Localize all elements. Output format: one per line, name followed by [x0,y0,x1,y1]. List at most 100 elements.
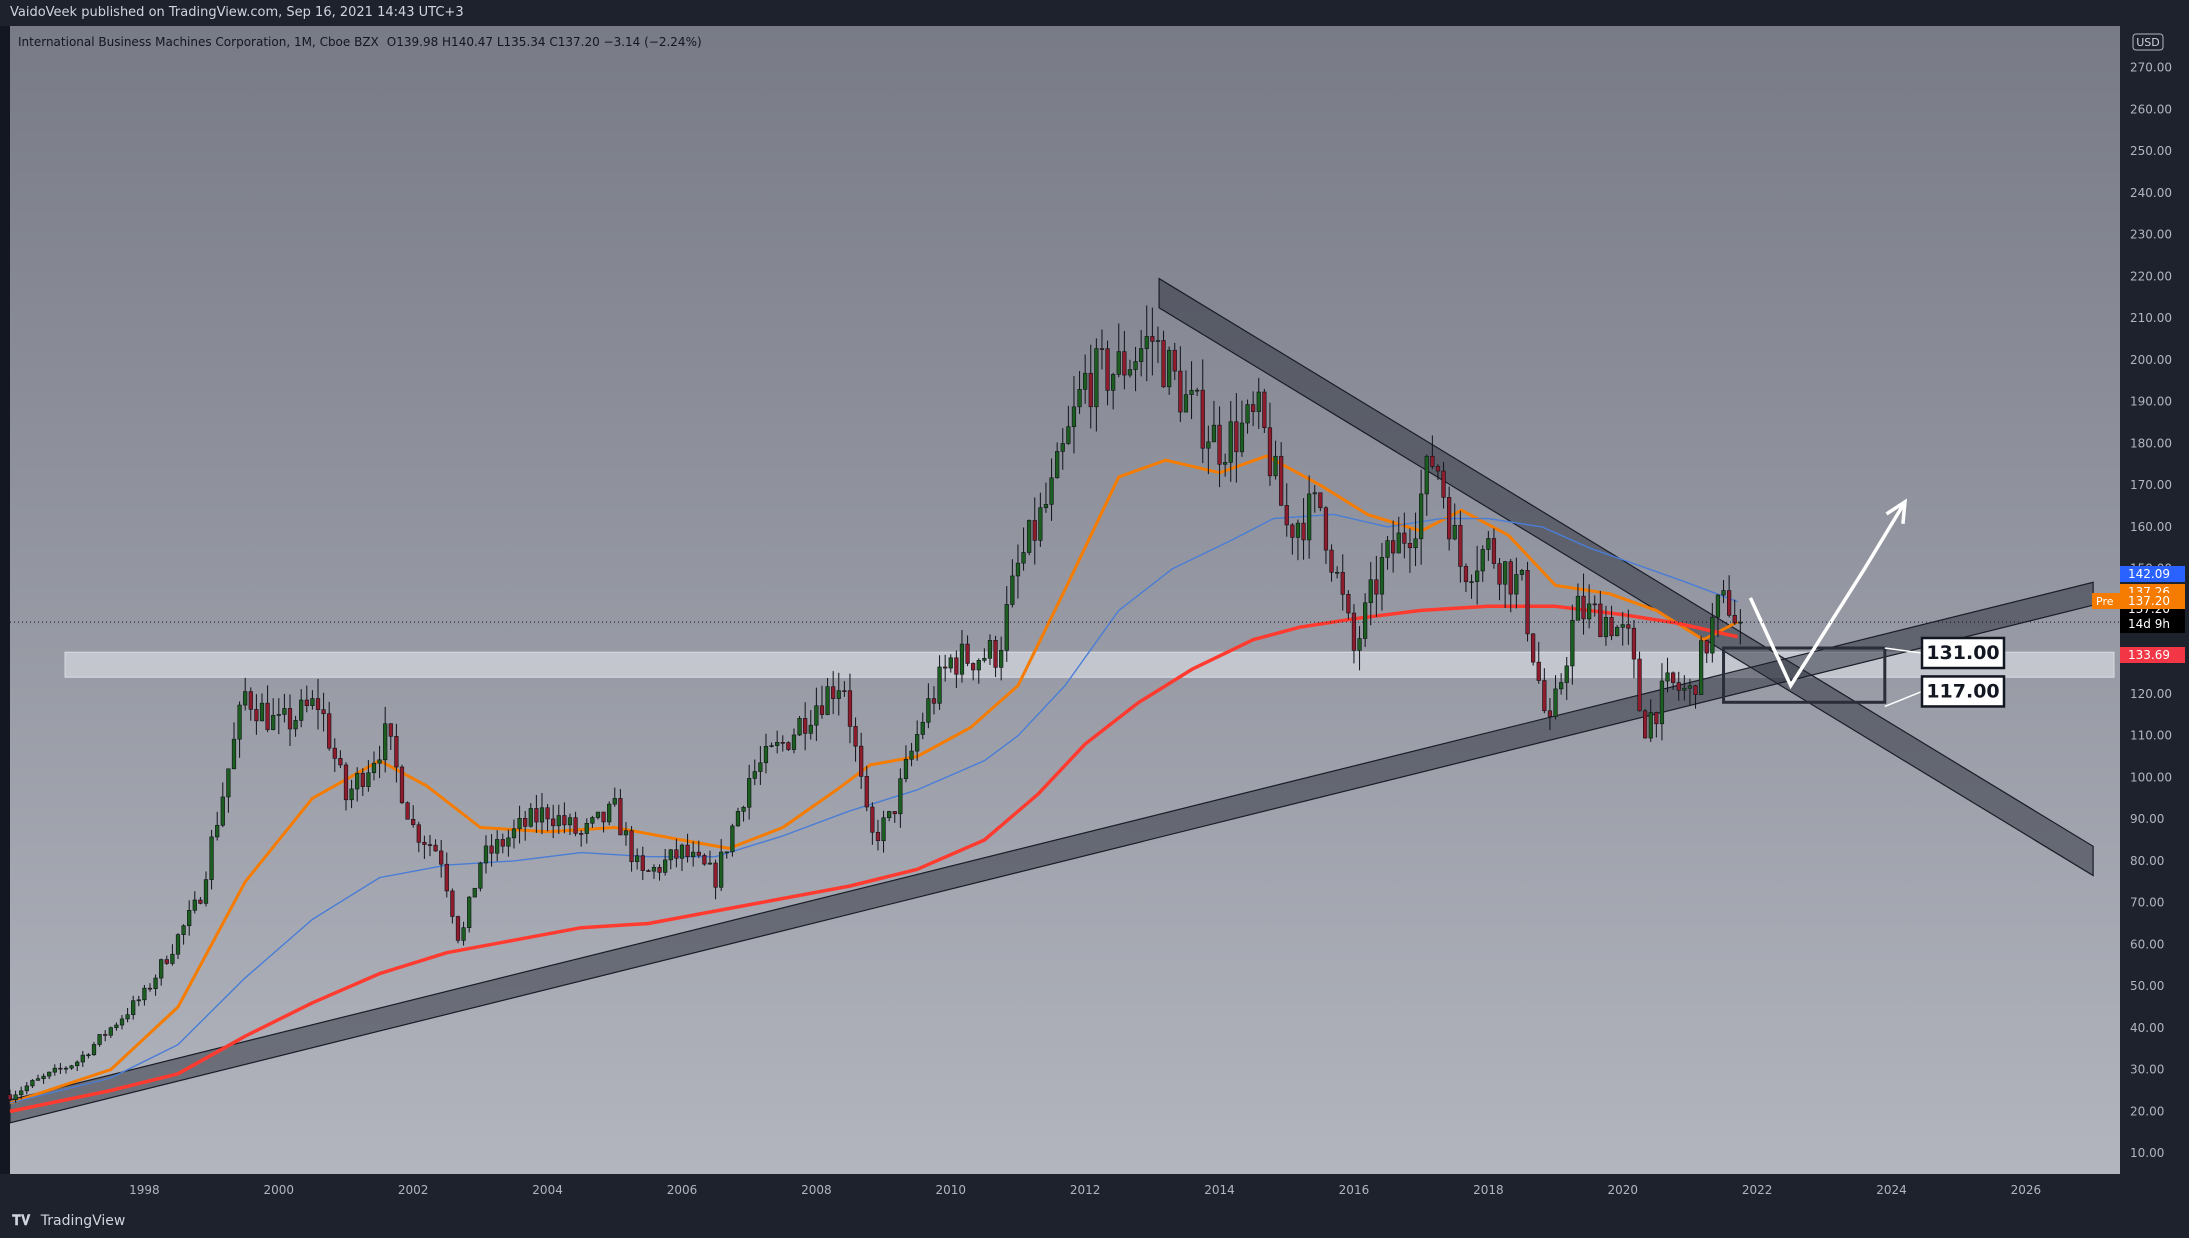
candle-body [887,811,892,819]
candle [248,687,253,721]
candle [1615,624,1620,637]
candle [1346,590,1351,620]
candle-body [377,759,382,764]
candle-body [657,867,662,873]
price-callout[interactable]: 131.00 [1884,636,2006,670]
candle [1217,406,1222,488]
candle [853,717,858,762]
candle [1441,462,1446,509]
candles [7,305,1743,1103]
price-scale-label[interactable]: 142.09 [2120,566,2185,582]
candle-body [1626,624,1631,629]
candle-body [310,698,315,706]
candle-body [1256,391,1261,412]
moving-average-blue[interactable] [9,513,1738,1104]
candle-body [562,815,567,826]
candle-body [1155,340,1161,342]
candle [1099,329,1105,370]
candle-body [567,817,573,826]
candle [310,690,315,710]
time-tick-label: 2006 [667,1183,698,1197]
price-tick-label: 110.00 [2130,729,2172,743]
price-chart[interactable]: 131.00 117.00 International Business Mach… [0,26,2189,1204]
candle-body [719,851,724,888]
candle-body [461,927,466,941]
time-tick-label: 2000 [264,1183,295,1197]
candle [1094,338,1099,432]
price-callout[interactable]: 117.00 [1884,675,2006,708]
candle-body [416,824,421,843]
candle [388,723,393,751]
candle-body [19,1090,24,1096]
candle-body [243,691,248,706]
candle [1581,573,1586,635]
time-tick-label: 1998 [129,1183,160,1197]
pre-market-label[interactable]: Pre 137.20 [2092,593,2185,609]
candle [366,760,371,792]
candle-body [1430,455,1435,467]
currency-badge[interactable] [2132,33,2164,51]
candle [444,852,449,898]
candle [427,834,433,857]
candle-body [287,708,293,730]
candle-body [808,724,813,734]
candle [1491,528,1497,569]
candle-body [864,776,869,808]
candle-body [131,1000,136,1016]
price-axis[interactable]: 270.00 260.00 250.00 240.00 230.00 220.00 210.… [2130,61,2172,1160]
candle-body [999,650,1004,668]
candle [707,850,713,865]
candle-body [903,758,909,780]
candle-body [1519,570,1525,575]
price-scale-label[interactable]: 133.69 [2120,647,2185,663]
tradingview-logo-icon[interactable]: 𝐓𝐕 [12,1213,31,1229]
candle-body [1351,612,1357,651]
price-tick-label: 270.00 [2130,61,2172,75]
projection-path[interactable] [1748,500,1907,690]
candle-body [741,806,746,812]
candle [842,681,847,697]
candle-body [52,1067,57,1073]
tradingview-brand[interactable]: TradingView [40,1213,126,1229]
candle [1598,590,1603,638]
candle [287,694,293,746]
candle [383,706,388,773]
candle [41,1073,46,1084]
target-box[interactable] [1722,646,1887,704]
candle [959,630,965,683]
candle [1626,609,1631,645]
time-tick-label: 2022 [1742,1183,1773,1197]
candle-body [1480,549,1485,572]
candle-body [1424,455,1429,495]
candle-body [108,1027,113,1036]
candle [976,658,981,684]
candle [1032,497,1037,565]
candle-body [1575,595,1581,621]
candle-body [668,849,673,861]
candle-body [47,1071,52,1077]
descending-channel[interactable] [1158,277,2094,877]
candle [52,1064,57,1076]
moving-average-orange[interactable] [9,454,1739,1105]
candle [1088,344,1093,429]
candle-body [758,762,763,772]
candle-body [58,1067,63,1070]
price-tick-label: 70.00 [2130,896,2164,910]
moving-average-red[interactable] [9,604,1738,1114]
candle-body [1307,493,1312,541]
candle-body [366,772,371,787]
time-axis[interactable]: 1998 2000 2002 2004 2006 2008 2010 2012 2014 2016… [129,1183,2041,1197]
candle [349,779,354,809]
candle [304,685,309,713]
candle [159,958,164,986]
price-tick-label: 260.00 [2130,102,2172,116]
candle [517,805,522,844]
price-tick-label: 200.00 [2130,353,2172,367]
candle-body [1374,579,1379,595]
candle [119,1015,125,1030]
candle [198,896,203,905]
candle [371,751,377,781]
candle-body [735,811,741,827]
candle-body [1547,710,1553,717]
candle [730,823,735,857]
